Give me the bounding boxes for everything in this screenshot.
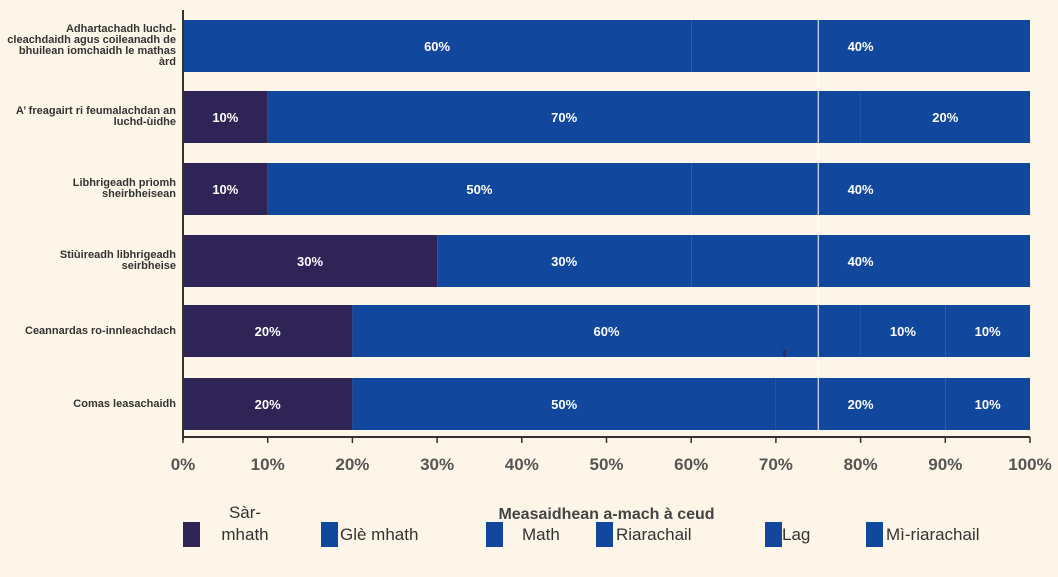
category-label: Libhrigeadh prìomh sheirbheisean	[72, 177, 176, 200]
legend-swatch	[486, 522, 503, 547]
bar-segment	[352, 378, 776, 430]
data-label: 40%	[848, 182, 874, 197]
category-label: Stiùireadh libhrigeadh seirbheise	[59, 249, 176, 272]
data-label: 60%	[593, 324, 619, 339]
data-label: 20%	[255, 324, 281, 339]
data-label: 60%	[424, 39, 450, 54]
bar-segment	[775, 378, 946, 430]
x-tick-label: 20%	[335, 455, 370, 474]
bar-segment	[352, 305, 861, 357]
bar-segment	[183, 378, 353, 430]
bar-segment	[267, 91, 861, 143]
data-label: 20%	[932, 110, 958, 125]
category-label: Adhartachadh luchd-cleachdaidh agus coil…	[7, 23, 176, 68]
data-label: 20%	[848, 397, 874, 412]
category-label: A’ freagairt ri feumalachdan an luchd-ùi…	[15, 105, 176, 128]
x-axis-title: Measaidhean a-mach à ceud	[498, 506, 715, 523]
bar-segment	[945, 305, 1030, 357]
x-tick-label: 70%	[758, 455, 793, 474]
legend-swatch	[321, 522, 338, 547]
bar-segment	[267, 163, 692, 215]
legend-label: Lag	[782, 525, 811, 544]
bar-segment	[945, 378, 1030, 430]
x-tick-label: 10%	[250, 455, 285, 474]
data-label: 30%	[551, 254, 577, 269]
x-tick-label: 90%	[928, 455, 963, 474]
category-label: Ceannardas ro-innleachdach	[25, 324, 176, 337]
data-label: 20%	[255, 397, 281, 412]
data-label: 10%	[890, 324, 916, 339]
data-label: 10%	[212, 110, 238, 125]
x-tick-label: 80%	[843, 455, 878, 474]
bar-segment	[183, 163, 268, 215]
category-label: Comas leasachaidh	[73, 397, 176, 410]
data-label: 50%	[466, 182, 492, 197]
data-label: 50%	[551, 397, 577, 412]
x-tick-label: 60%	[674, 455, 709, 474]
legend-swatch	[866, 522, 883, 547]
bar-segment	[183, 235, 438, 287]
bar-segment	[691, 163, 1030, 215]
legend-label: Mì-riarachail	[886, 525, 980, 544]
data-label: 10%	[212, 182, 238, 197]
data-label: 30%	[297, 254, 323, 269]
data-label: 40%	[848, 39, 874, 54]
legend-swatch	[765, 522, 782, 547]
legend-swatch	[596, 522, 613, 547]
data-label: 10%	[975, 324, 1001, 339]
legend-label: Sàr-mhath	[221, 503, 269, 544]
legend-swatch	[183, 522, 200, 547]
x-tick-label: 40%	[504, 455, 539, 474]
bar-segment	[183, 91, 268, 143]
bar-segment	[183, 20, 692, 72]
x-tick-label: 0%	[170, 455, 196, 474]
bar-segment	[691, 20, 1030, 72]
data-label: 10%	[975, 397, 1001, 412]
data-label: 70%	[551, 110, 577, 125]
legend-label: Riarachail	[616, 525, 692, 544]
x-tick-label: 50%	[589, 455, 624, 474]
x-tick-label: 30%	[420, 455, 455, 474]
bar-segment	[183, 305, 353, 357]
bar-segment	[437, 235, 692, 287]
legend-label: Math	[522, 525, 560, 544]
x-tick-label: 100%	[1008, 455, 1052, 474]
bar-segment	[860, 305, 946, 357]
legend-label: Glè mhath	[340, 525, 419, 544]
data-label: 40%	[848, 254, 874, 269]
bar-segment	[691, 235, 1030, 287]
bar-segment	[860, 91, 1030, 143]
